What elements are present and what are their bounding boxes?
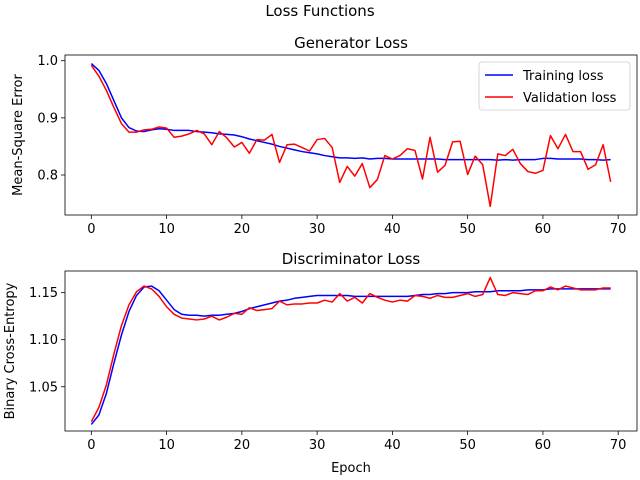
generator-x-tick-label: 50	[459, 222, 476, 237]
discriminator-loss-panel: Discriminator Loss 0 10 20 30 40 50 60 70 1.05 1.1…	[3, 250, 638, 476]
generator-training-loss-line	[90, 63, 611, 161]
generator-x-tick-label: 10	[158, 222, 175, 237]
figure-title: Loss Functions	[265, 2, 374, 20]
discriminator-x-tick-label: 10	[158, 438, 175, 453]
discriminator-x-tick-label: 60	[535, 438, 552, 453]
generator-loss-panel: Generator Loss 0 10 20 30 40 50 60 70 0.8 0.9 1.0 Me…	[11, 34, 638, 237]
generator-y-tick-label: 1.0	[37, 54, 58, 69]
generator-y-axis-label: Mean-Square Error	[11, 73, 26, 195]
discriminator-x-tick-label: 30	[309, 438, 326, 453]
discriminator-axes-frame	[64, 270, 638, 432]
generator-y-tick-label: 0.9	[37, 111, 58, 126]
discriminator-x-tick-label: 0	[87, 438, 95, 453]
generator-legend-label: Training loss	[522, 69, 604, 84]
generator-x-tick-label: 30	[309, 222, 326, 237]
discriminator-x-tick-label: 70	[610, 438, 627, 453]
generator-legend	[478, 61, 631, 111]
discriminator-x-tick-label: 40	[384, 438, 401, 453]
generator-x-tick-label: 20	[234, 222, 251, 237]
discriminator-x-axis-label: Epoch	[331, 461, 371, 476]
generator-axes-frame	[64, 54, 638, 216]
discriminator-training-loss-line	[90, 285, 611, 425]
discriminator-title: Discriminator Loss	[282, 250, 421, 268]
generator-x-tick-label: 70	[610, 222, 627, 237]
generator-x-tick-label: 40	[384, 222, 401, 237]
discriminator-y-axis-label: Binary Cross-Entropy	[3, 282, 18, 419]
generator-x-tick-label: 60	[535, 222, 552, 237]
discriminator-validation-loss-line	[90, 276, 611, 422]
discriminator-y-tick-label: 1.05	[29, 380, 58, 395]
discriminator-y-tick-label: 1.10	[29, 333, 58, 348]
generator-validation-loss-line	[90, 64, 612, 208]
discriminator-x-tick-label: 50	[459, 438, 476, 453]
generator-y-tick-label: 0.8	[37, 169, 58, 184]
generator-x-tick-label: 0	[87, 222, 95, 237]
generator-legend-label: Validation loss	[523, 91, 617, 106]
discriminator-x-tick-label: 20	[234, 438, 251, 453]
generator-title: Generator Loss	[294, 34, 408, 52]
discriminator-y-tick-label: 1.15	[29, 286, 58, 301]
